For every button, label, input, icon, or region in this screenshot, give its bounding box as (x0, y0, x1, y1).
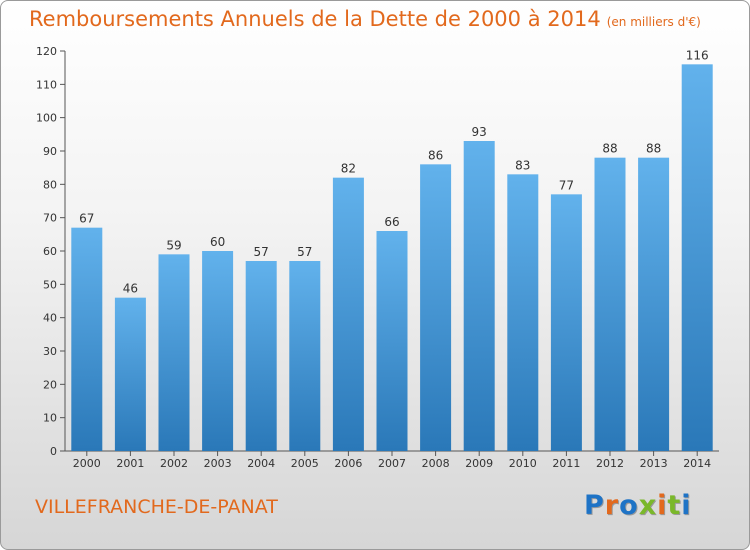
chart-title-text: Remboursements Annuels de la Dette de 20… (29, 7, 601, 31)
x-tick-label: 2004 (247, 457, 275, 470)
y-tick-label: 90 (43, 145, 57, 158)
data-label: 86 (428, 148, 443, 162)
bar-2000 (71, 227, 103, 451)
x-tick-label: 2005 (291, 457, 319, 470)
data-labels: 67 46 59 60 57 57 82 66 86 93 83 77 88 88 116 (79, 48, 708, 295)
data-label: 57 (297, 245, 312, 259)
y-tick-label: 50 (43, 278, 57, 291)
y-tick-label: 30 (43, 345, 57, 358)
logo-letter: x (638, 490, 658, 521)
data-label: 83 (515, 158, 530, 172)
data-label: 116 (686, 48, 709, 62)
bar-2001 (114, 297, 146, 451)
bar-2006 (332, 177, 364, 451)
x-tick-label: 2006 (334, 457, 362, 470)
x-tick-label: 2000 (73, 457, 101, 470)
logo-letter: i (657, 490, 668, 521)
bar-2014 (681, 64, 713, 452)
logo-letter: t (667, 490, 682, 521)
x-tick-label: 2003 (204, 457, 232, 470)
bar-2005 (289, 261, 321, 451)
bar-2010 (507, 174, 539, 452)
bar-2009 (463, 141, 495, 451)
x-tick-label: 2013 (640, 457, 668, 470)
data-label: 88 (602, 142, 617, 156)
data-label: 66 (384, 215, 399, 229)
y-tick-label: 120 (36, 45, 57, 58)
data-label: 57 (254, 245, 269, 259)
y-tick-label: 60 (43, 245, 57, 258)
logo-letter: i (681, 490, 692, 521)
data-label: 77 (559, 178, 574, 192)
x-tick-label: 2012 (596, 457, 624, 470)
data-label: 88 (646, 142, 661, 156)
logo-letter: P (584, 490, 605, 521)
x-tick-label: 2009 (465, 457, 493, 470)
x-tick-label: 2007 (378, 457, 406, 470)
logo-letter: r (604, 490, 620, 521)
data-label: 93 (472, 125, 487, 139)
x-tick-label: 2002 (160, 457, 188, 470)
y-tick-label: 100 (36, 112, 57, 125)
bars (71, 64, 713, 452)
y-tick-label: 10 (43, 412, 57, 425)
x-tick-label: 2011 (552, 457, 580, 470)
bar-2003 (202, 251, 234, 451)
x-tick-label: 2001 (116, 457, 144, 470)
data-label: 59 (166, 238, 181, 252)
y-tick-label: 70 (43, 212, 57, 225)
bar-2012 (594, 157, 626, 451)
data-label: 82 (341, 162, 356, 176)
x-tick-label: 2008 (422, 457, 450, 470)
place-name: VILLEFRANCHE-DE-PANAT (35, 496, 278, 518)
bar-2004 (245, 261, 277, 451)
y-tick-label: 80 (43, 178, 57, 191)
data-label: 67 (79, 212, 94, 226)
y-tick-label: 20 (43, 378, 57, 391)
y-tick-label: 0 (50, 445, 57, 458)
data-label: 60 (210, 235, 225, 249)
bar-2011 (550, 194, 582, 452)
chart-unit: (en milliers d'€) (606, 15, 701, 29)
chart-title: Remboursements Annuels de la Dette de 20… (29, 7, 701, 31)
x-tick-label: 2010 (509, 457, 537, 470)
bar-2013 (638, 157, 670, 451)
bar-2007 (376, 231, 408, 451)
x-tick-label: 2014 (683, 457, 711, 470)
axes: 0 10 20 30 40 50 60 70 80 90 100 110 120 2000 2001 2002… (36, 45, 719, 470)
logo-letter: o (619, 490, 639, 521)
data-label: 46 (123, 282, 138, 296)
proxiti-logo[interactable]: Proxiti (584, 490, 692, 521)
bar-2008 (420, 164, 452, 452)
y-tick-label: 110 (36, 78, 57, 91)
bar-2002 (158, 254, 190, 451)
y-tick-label: 40 (43, 312, 57, 325)
